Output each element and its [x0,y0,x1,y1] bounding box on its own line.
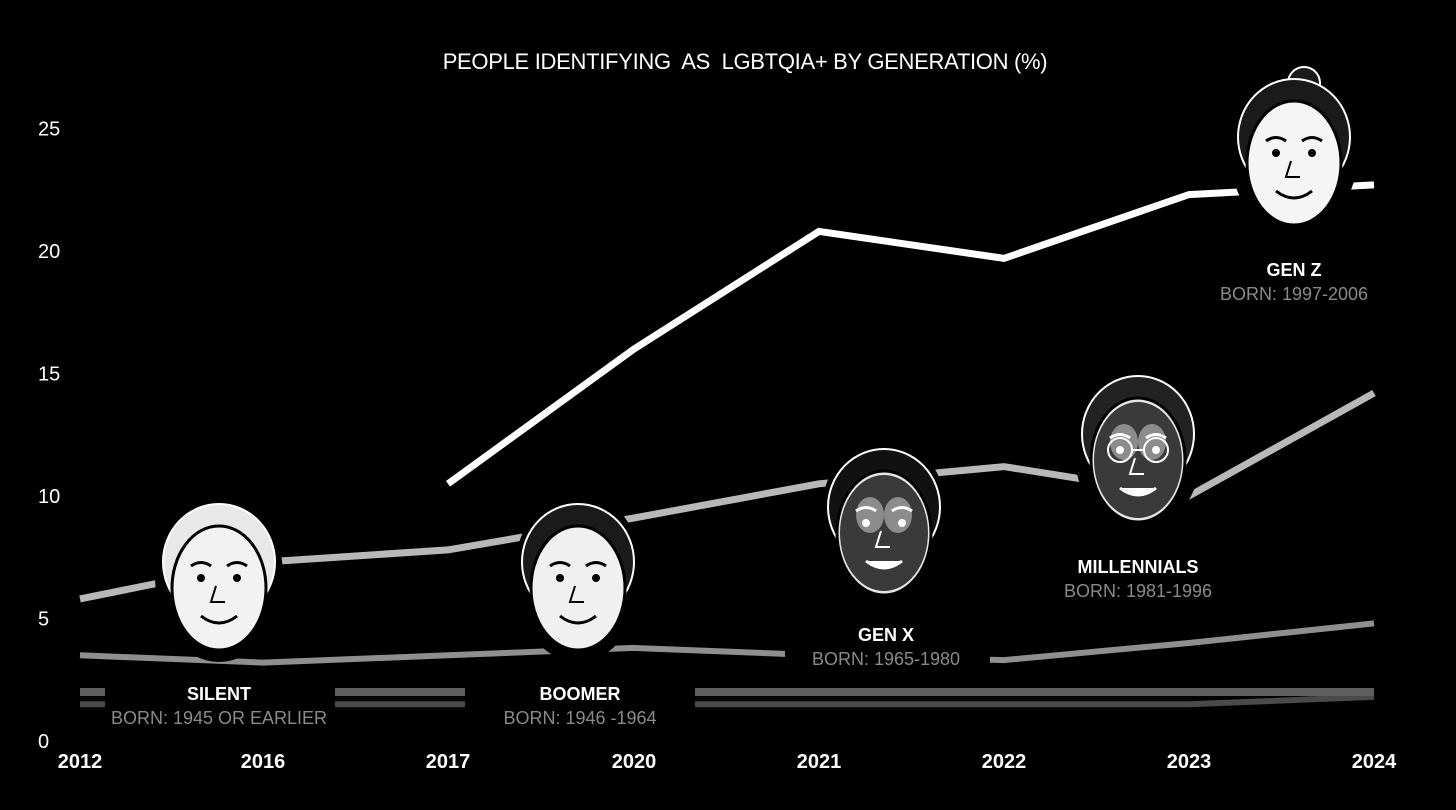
man-portrait [820,435,948,607]
x-tick-label: 2016 [241,751,286,773]
x-tick-label: 2024 [1352,751,1397,773]
generation-name: BOOMER [540,684,621,704]
annotation-gen-z: GEN Z BORN: 1997-2006 [1220,65,1368,304]
y-tick-label: 25 [38,119,60,141]
x-tick-label: 2022 [982,751,1027,773]
generation-born-range: BORN: 1997-2006 [1220,284,1368,304]
label-backdrop [465,678,695,730]
x-tick-label: 2017 [426,751,471,773]
generation-born-range: BORN: 1965-1980 [812,649,960,669]
x-tick-label: 2012 [58,751,103,773]
y-tick-label: 20 [38,241,60,263]
y-tick-label: 5 [38,609,49,631]
x-tick-label: 2021 [797,751,842,773]
series-line-gen-x [79,620,1375,666]
generation-born-range: BORN: 1946 -1964 [503,708,656,728]
annotation-silent: SILENT BORN: 1945 OR EARLIER [105,490,335,730]
middle-aged-man-portrait [514,490,642,662]
generation-born-range: BORN: 1981-1996 [1064,581,1212,601]
generation-name: GEN X [858,625,914,645]
y-tick-label: 15 [38,364,60,386]
series-line-gen-z [445,181,1375,487]
label-backdrop [785,620,990,672]
elderly-woman-portrait [155,490,283,662]
annotation-boomer: BOOMER BORN: 1946 -1964 [465,490,695,730]
label-backdrop [105,678,335,730]
y-tick-label: 10 [38,486,60,508]
x-axis: 2012 2016 2017 2020 2021 2022 2023 2024 [58,751,1397,773]
generation-name: MILLENNIALS [1078,557,1199,577]
annotation-gen-x: GEN X BORN: 1965-1980 [785,435,990,672]
y-axis: 0 5 10 15 20 25 [38,119,60,754]
generation-name: GEN Z [1266,260,1321,280]
man-with-glasses-portrait [1074,362,1202,534]
generation-name: SILENT [187,684,251,704]
y-tick-label: 0 [38,731,49,753]
x-tick-label: 2020 [612,751,657,773]
chart-title: PEOPLE IDENTIFYING AS LGBTQIA+ BY GENERA… [443,49,1048,74]
generation-born-range: BORN: 1945 OR EARLIER [111,708,327,728]
annotation-millennials: MILLENNIALS BORN: 1981-1996 [1064,362,1212,601]
young-woman-portrait [1230,65,1358,237]
generation-annotations: GEN Z BORN: 1997-2006 MILLENNIALS BORN: 198… [105,65,1368,730]
x-tick-label: 2023 [1167,751,1212,773]
